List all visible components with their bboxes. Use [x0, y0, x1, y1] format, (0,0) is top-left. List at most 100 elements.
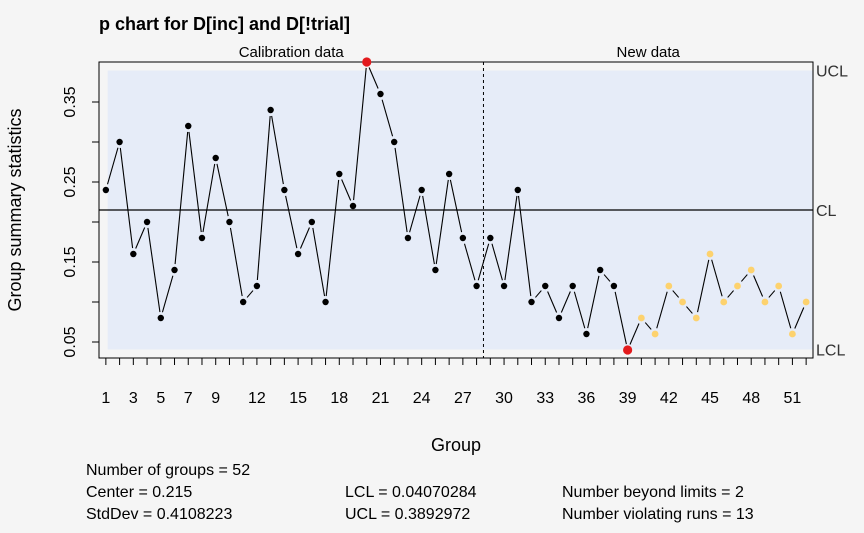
x-tick-label: 3: [129, 390, 138, 407]
series-segment: [202, 163, 216, 233]
data-point-violating-run: [747, 266, 755, 274]
series-segment: [229, 227, 243, 297]
lcl-label: LCL: [816, 342, 845, 359]
center-value: Center = 0.215: [86, 484, 193, 501]
series-segment: [727, 290, 734, 298]
x-tick-label: 30: [495, 390, 513, 407]
data-point-violating-run: [665, 282, 673, 290]
series-segment: [449, 179, 463, 233]
data-point: [212, 154, 219, 162]
series-segment: [135, 227, 146, 249]
data-point: [253, 282, 261, 290]
stats-middle: LCL = 0.04070284 UCL = 0.3892972: [345, 482, 477, 526]
series-segment: [504, 195, 518, 281]
data-point: [116, 138, 123, 146]
series-segment: [161, 275, 174, 313]
series-segment: [256, 115, 271, 281]
y-tick-label: 0.35: [62, 86, 79, 117]
data-point-violating-run: [651, 330, 659, 338]
data-point: [102, 186, 110, 194]
data-point: [596, 266, 604, 274]
series-segment: [614, 291, 627, 345]
data-point-violating-run: [802, 298, 810, 306]
data-point: [542, 282, 549, 290]
series-segment: [587, 275, 600, 329]
chart-title: p chart for D[inc] and D[!trial]: [99, 14, 350, 34]
data-point: [391, 138, 398, 146]
series-segment: [629, 323, 640, 345]
series-segment: [491, 243, 503, 281]
series-segment: [477, 243, 490, 281]
series-segment: [285, 195, 298, 249]
data-point-violating-run: [734, 282, 741, 290]
data-point-violating-run: [775, 282, 783, 290]
data-point: [473, 282, 480, 290]
x-tick-label: 21: [372, 390, 390, 407]
series-segment: [174, 131, 189, 265]
x-tick-label: 27: [454, 390, 472, 407]
data-point: [322, 298, 329, 306]
data-point: [528, 298, 535, 306]
series-segment: [299, 227, 310, 249]
data-point: [336, 170, 343, 178]
y-axis-label: Group summary statistics: [5, 108, 25, 311]
x-tick-label: 1: [101, 390, 110, 407]
x-tick-label: 5: [156, 390, 165, 407]
series-segment: [697, 259, 710, 313]
data-point-beyond-limits: [362, 57, 372, 67]
x-tick-label: 9: [211, 390, 220, 407]
data-point: [185, 122, 192, 130]
data-point: [514, 186, 521, 194]
data-point: [157, 314, 164, 322]
ucl-label: UCL: [816, 64, 848, 81]
x-tick-label: 7: [184, 390, 193, 407]
data-point-beyond-limits: [623, 345, 633, 355]
series-segment: [422, 195, 435, 265]
series-segment: [106, 147, 119, 185]
x-tick-label: 48: [742, 390, 760, 407]
series-segment: [656, 291, 668, 329]
series-segment: [794, 307, 805, 329]
data-point: [226, 218, 233, 226]
cl-label: CL: [816, 203, 837, 220]
data-point: [610, 282, 618, 290]
new-data-section-label: New data: [617, 44, 681, 61]
series-segment: [147, 227, 161, 313]
stats-right: Number beyond limits = 2 Number violatin…: [562, 482, 754, 526]
beyond-limits-count: Number beyond limits = 2: [562, 484, 744, 501]
series-segment: [644, 322, 652, 330]
data-point: [198, 234, 206, 242]
x-tick-label: 12: [248, 390, 266, 407]
data-point: [143, 218, 151, 226]
series-segment: [517, 195, 532, 297]
stats-left: Number of groups = 52 Center = 0.215 Std…: [86, 460, 250, 526]
series-segment: [312, 227, 326, 297]
series-segment: [341, 179, 352, 201]
series-segment: [573, 291, 586, 329]
series-segment: [560, 291, 571, 313]
series-segment: [394, 147, 408, 233]
data-point: [171, 266, 178, 274]
y-tick-label: 0.25: [62, 166, 79, 197]
data-point: [404, 234, 412, 242]
series-segment: [246, 290, 254, 298]
data-point: [418, 186, 425, 194]
x-tick-label: 33: [536, 390, 554, 407]
x-axis-label: Group: [431, 435, 481, 455]
data-point-violating-run: [637, 314, 645, 322]
y-tick-label: 0.05: [62, 326, 79, 357]
data-point-violating-run: [761, 298, 769, 306]
series-segment: [768, 290, 776, 298]
series-segment: [368, 67, 379, 89]
data-point: [569, 282, 576, 290]
data-point: [308, 218, 316, 226]
data-point-violating-run: [789, 330, 796, 338]
series-segment: [711, 259, 723, 297]
data-point: [267, 106, 274, 114]
data-point: [432, 266, 439, 274]
data-point: [487, 234, 494, 242]
x-tick-label: 45: [701, 390, 719, 407]
x-tick-label: 36: [578, 390, 596, 407]
series-segment: [271, 115, 284, 185]
lcl-value: LCL = 0.04070284: [345, 484, 477, 501]
